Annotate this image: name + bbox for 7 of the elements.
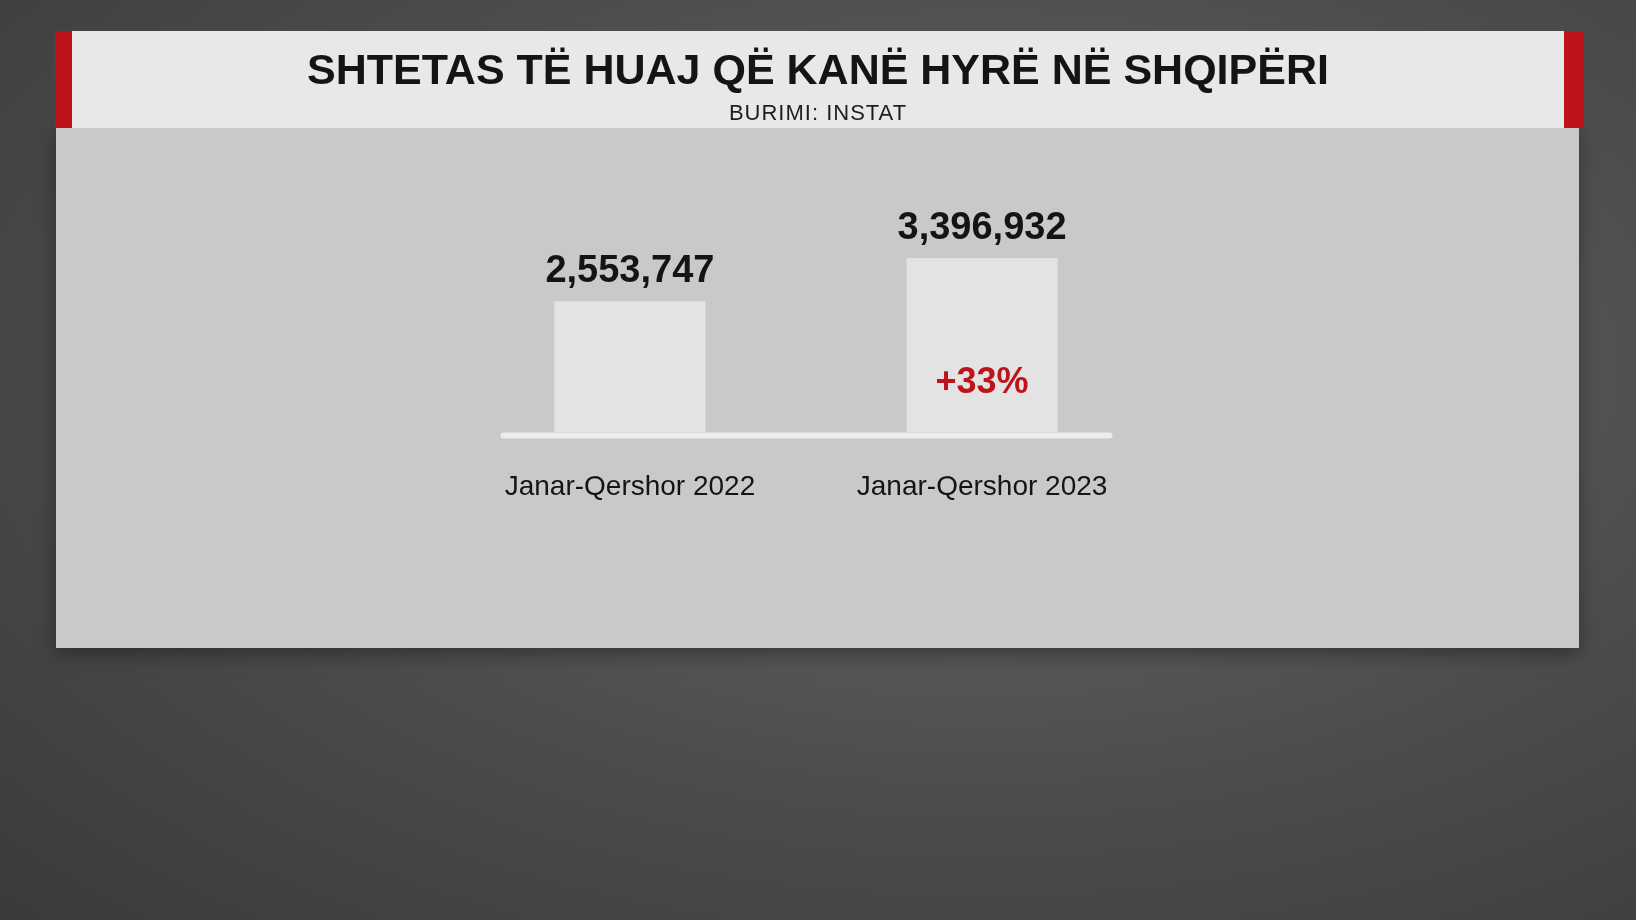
x-tick-label: Janar-Qershor 2022 [504,469,756,501]
x-tick-label: Janar-Qershor 2023 [856,469,1108,501]
annotation: +33% [935,360,1029,401]
data-label: 2,553,747 [545,248,715,291]
data-label: 3,396,932 [897,205,1067,247]
chart-subtitle: BURIMI: INSTAT [727,100,909,126]
chart-title: SHTETAS TË HUAJ QË KANË HYRË NË SHQIPËRI [306,45,1330,94]
